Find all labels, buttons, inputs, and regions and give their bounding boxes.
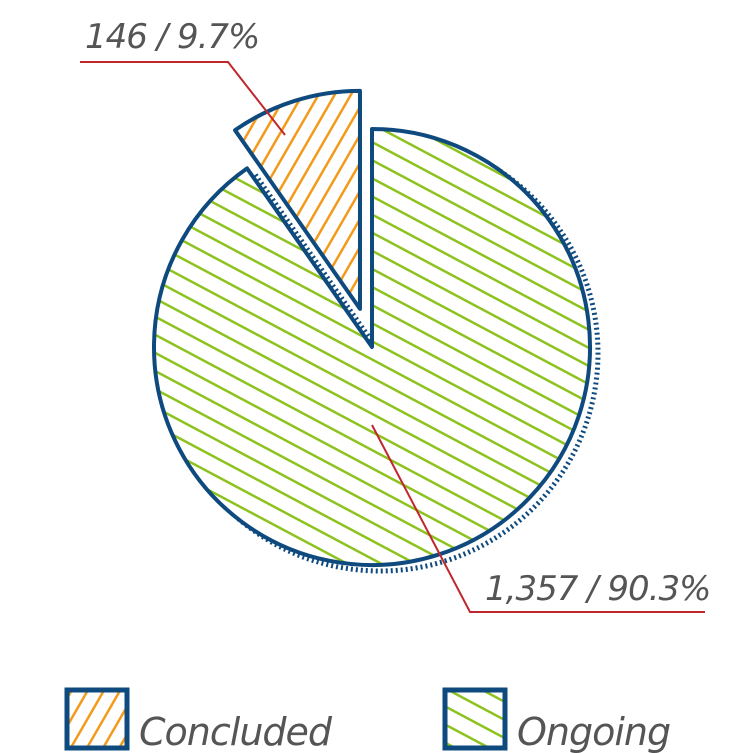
- leader-line: [371, 424, 705, 613]
- slice: [152, 127, 592, 567]
- data-label: 146 / 9.7%: [85, 17, 259, 57]
- data-labels: 146 / 9.7% 1,357 / 90.3%: [80, 17, 711, 613]
- legend-label: Ongoing: [517, 710, 670, 753]
- slice: [233, 88, 362, 311]
- legend-label: Concluded: [139, 710, 333, 753]
- legend-swatch: [442, 687, 508, 751]
- data-label: 1,357 / 90.3%: [485, 569, 710, 609]
- legend-swatch: [64, 687, 130, 751]
- slice-shadow: [159, 132, 601, 574]
- leader-line: [80, 61, 286, 136]
- legend: Concluded Ongoing: [64, 687, 671, 753]
- pie: [152, 88, 601, 574]
